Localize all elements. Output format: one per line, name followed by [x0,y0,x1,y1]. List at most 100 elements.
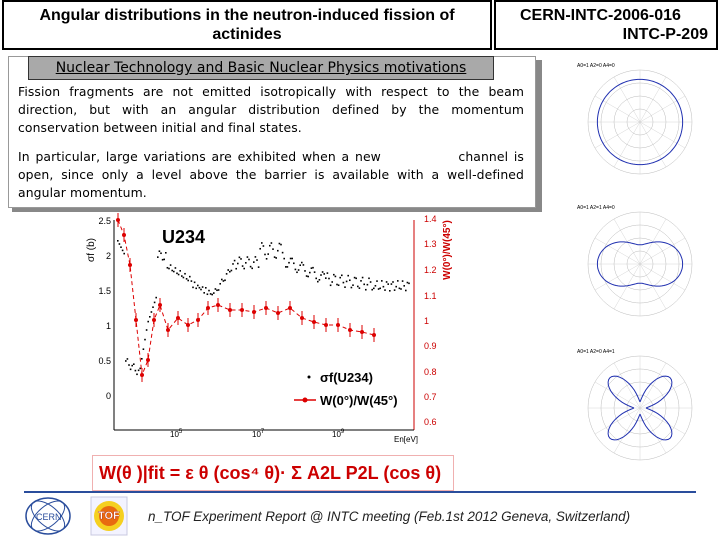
right-tick: 0.6 [424,417,437,427]
sigma-point [142,348,145,350]
sigma-point [246,256,249,258]
sigma-point [257,266,260,268]
sigma-point [368,277,370,280]
ratio-point [288,306,292,310]
sigma-point [309,271,311,274]
sigma-point [166,266,169,269]
sigma-point [406,281,409,284]
polar-spoke [639,381,686,409]
sigma-point [269,244,271,247]
x-tick: 107 [252,429,265,439]
sigma-point [358,287,361,289]
polar-grid [587,69,693,175]
sigma-point [256,259,258,261]
sigma-point [235,267,237,270]
ratio-point [158,303,162,307]
paragraph-2-part-1: In particular, large variations are exhi… [18,149,381,164]
sigma-point [243,267,245,270]
sigma-point [286,266,289,268]
polar-plot-2: A0=1 A2=1 A4=0 [577,205,693,317]
sigma-point [395,285,397,288]
sigma-point [233,259,236,262]
right-tick: 1.2 [424,265,437,275]
ratio-point [116,218,120,222]
title-line-1: Angular distributions in the neutron-ind… [39,7,455,24]
sigma-point [238,256,241,259]
paragraph-2-part-2: channel is open, since only a level abov… [18,149,524,200]
sigma-point [160,252,162,255]
sigma-point [310,267,313,269]
sigma-point [347,274,349,277]
sigma-point [315,277,317,280]
polar-spoke [639,263,686,291]
sigma-point [264,253,266,256]
sigma-point [153,301,156,304]
sigma-point [392,281,394,283]
sigma-point [329,284,332,287]
sigma-point [227,269,229,271]
sigma-point [381,280,383,282]
section-heading: Nuclear Technology and Basic Nuclear Phy… [28,56,494,80]
sigma-point [152,306,154,308]
left-tick-labels: 2.5 2 1.5 1 0.5 0 [98,216,111,401]
x-tick-labels: 105 107 109 [170,429,345,439]
sigma-point [261,242,263,244]
sigma-point [209,293,212,295]
sigma-point [387,283,389,285]
sigma-point [384,289,386,291]
legend: σf(U234) W(0°)/W(45°) [294,370,398,408]
polar-spoke [639,362,667,409]
sigma-point [117,240,119,242]
sigma-point [217,289,220,291]
right-tick-labels: 1.4 1.3 1.2 1.1 1 0.9 0.8 0.7 0.6 [424,214,437,427]
polar-spoke [594,95,641,123]
right-tick: 1.4 [424,214,437,224]
sigma-point [299,264,301,267]
sigma-point [280,243,282,246]
sigma-point [331,281,333,283]
paragraph-2: In particular, large variations are exhi… [18,148,524,202]
polar-spoke [594,407,641,435]
polar-spoke [639,76,667,123]
sigma-point [401,280,404,282]
ratio-point [186,323,190,327]
ratio-point [240,308,244,312]
x-tick: 105 [170,429,183,439]
sigma-point [393,289,396,291]
sigma-point [168,267,170,270]
polar-curve [607,375,673,441]
legend-label-sigma: σf(U234) [320,370,373,385]
polar-spoke [613,121,641,168]
sigma-point [221,278,223,281]
sigma-point [219,282,221,285]
sigma-point [121,249,124,252]
polar-label: A0=1 A2=1 A4=0 [577,205,615,211]
polar-spoke [613,407,641,454]
ratio-point [128,263,132,267]
sigma-point [262,245,265,247]
sigma-point [145,329,148,331]
polar-label: A0=1 A2=0 A4=0 [577,63,615,69]
sigma-point [334,275,337,278]
sigma-point [118,243,121,245]
ratio-point [276,311,280,315]
sigma-point [208,289,210,292]
polar-spoke [639,407,667,454]
sigma-point [123,252,125,255]
sigma-point [400,288,402,290]
sigma-point [184,272,186,275]
ratio-point [140,373,144,377]
sigma-point [224,279,226,282]
left-tick: 1 [106,321,111,331]
sigma-point [161,258,164,261]
left-tick: 0 [106,391,111,401]
code-box: CERN-INTC-2006-016 INTC-P-209 [494,0,718,50]
ntof-logo-text: TOF [98,510,120,522]
x-tick: 109 [332,429,345,439]
sigma-point [307,275,309,278]
sigma-point [179,270,181,272]
polar-spoke [613,218,641,265]
sigma-point [297,269,300,271]
left-axis-label: σf (b) [86,238,97,262]
sigma-point [353,276,356,279]
